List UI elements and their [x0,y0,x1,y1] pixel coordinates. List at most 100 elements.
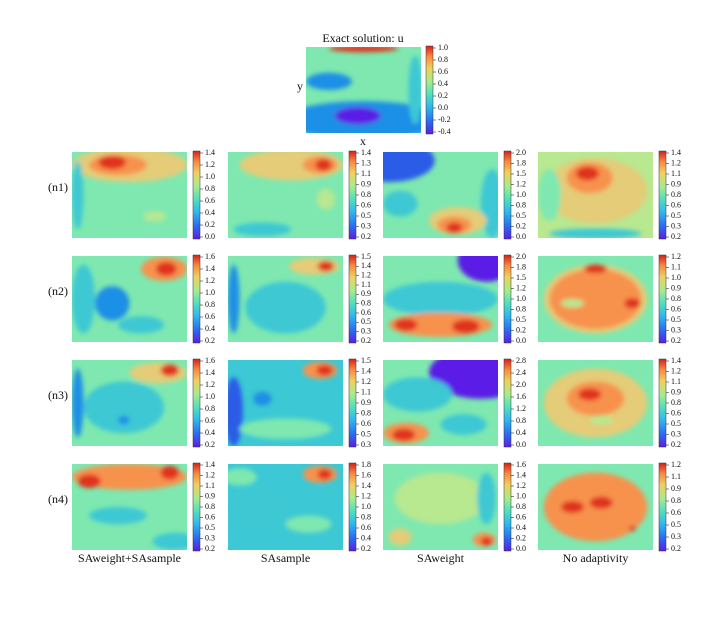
colorbar-tick-label: 0.2 [516,325,526,334]
colorbar-tick-label: 0.4 [205,428,215,437]
colorbar-tick-label: 0.2 [671,336,681,345]
heatmap-blob [89,506,147,525]
heatmap-blob [316,365,333,376]
heatmap-blobs [72,464,187,550]
colorbar-tick-label: 0.5 [671,520,681,529]
heatmap-blobs [543,472,648,542]
colorbar-tick-label: 1.5 [516,273,526,282]
colorbar-tick-label: 0.2 [205,336,215,345]
colorbar [348,358,357,448]
heatmap [72,152,187,238]
heatmap-blob [383,152,435,183]
row-label: (n3) [48,388,68,402]
colorbar-tick-label: 0.2 [361,232,371,241]
colorbar-tick-label: 0.2 [671,440,681,449]
heatmap-blob [317,469,332,480]
column-label: SAweight [417,551,465,565]
heatmap-blob [408,55,421,125]
heatmap-blob [233,481,292,533]
heatmap [383,152,498,238]
colorbar [192,150,201,240]
heatmap-blob [160,364,179,377]
colorbar-tick-label: 1.4 [205,264,215,273]
colorbar-tick-label: 0.8 [516,200,526,209]
heatmap-blob [316,188,335,210]
colorbar-tick-label: 0.2 [361,544,371,553]
heatmap [383,464,498,550]
colorbar-tick-label: 1.2 [205,160,215,169]
heatmap-blob [118,415,130,425]
heatmap-blob [72,264,95,334]
colorbar-tick-label: 0.4 [516,428,526,437]
colorbar-tick-label: 0.6 [438,67,448,76]
colorbar-tick-label: 0.6 [671,304,681,313]
heatmap-blob [575,166,599,181]
heatmap-blob [233,222,292,237]
heatmap-blob [334,107,381,125]
colorbar-tick-label: 0.4 [516,523,526,532]
colorbar-tick-label: 0.8 [671,294,681,303]
colorbar-tick-label: 1.2 [361,377,371,386]
colorbar-tick-label: 0.3 [205,533,215,542]
heatmap-blob [143,211,167,222]
heatmap-blobs [383,152,498,238]
top-title: Exact solution: u [322,31,403,45]
colorbar-tick-label: 0.8 [671,398,681,407]
heatmap-blobs [228,257,340,334]
heatmap-blobs [306,47,421,133]
colorbar-tick-label: 0.8 [516,502,526,511]
colorbar-tick-label: 0.9 [671,283,681,292]
colorbar-tick-label: 1.0 [205,172,215,181]
colorbar-tick-label: 1.5 [516,169,526,178]
colorbar-tick-label: 0.2 [671,232,681,241]
colorbar-tick-label: 0.2 [516,221,526,230]
heatmap-blob [160,465,179,480]
heatmap [228,152,343,238]
heatmap-blob [584,264,607,274]
column-label: SAsample [261,551,310,565]
heatmap-blob [228,264,240,334]
heatmap-blobs [228,465,338,533]
colorbar-tick-label: 1.2 [516,481,526,490]
colorbar-tick-label: 0.6 [205,512,215,521]
heatmap-blobs [228,361,338,446]
colorbar-tick-label: 1.2 [361,270,371,279]
colorbar-tick-label: 1.2 [516,179,526,188]
colorbar-tick-label: 0.8 [205,404,215,413]
heatmap-blob [457,256,498,282]
colorbar-tick-label: 0.5 [516,315,526,324]
colorbar [348,150,357,240]
heatmap-blob [440,414,487,435]
colorbar-tick-label: 1.4 [361,148,371,157]
colorbar-tick-label: 1.1 [671,377,681,386]
colorbar-tick-label: 1.4 [361,261,371,270]
heatmap-blob [95,286,130,321]
colorbar-tick-label: 1.1 [361,387,371,396]
colorbar-tick-label: 0.5 [361,317,371,326]
colorbar-tick-label: -0.2 [438,115,451,124]
colorbar-tick-label: 1.4 [361,366,371,375]
heatmap [538,360,653,446]
colorbar-tick-label: 0.5 [671,315,681,324]
heatmap-blobs [383,256,498,337]
colorbar-tick-label: 1.2 [361,491,371,500]
colorbar-tick-label: 0.5 [361,211,371,220]
colorbar-tick-label: 0.8 [361,408,371,417]
colorbar-tick-label: 0.8 [671,496,681,505]
heatmap-blob [589,415,613,425]
colorbar-tick-label: -0.4 [438,127,451,136]
heatmap-blobs [383,360,498,444]
colorbar-tick-label: 0.8 [516,304,526,313]
heatmap-blob [77,474,101,489]
heatmap [538,152,653,238]
heatmap-blobs [388,472,496,547]
heatmap-blob [72,368,84,438]
colorbar-tick-label: 0.8 [671,190,681,199]
colorbar [192,254,201,344]
colorbar-tick-label: 1.2 [671,158,681,167]
colorbar-tick-label: 0.6 [205,196,215,205]
heatmap-blobs [543,368,648,438]
heatmap-blob [549,228,642,238]
colorbar [658,358,667,448]
colorbar-tick-label: 0.8 [361,298,371,307]
